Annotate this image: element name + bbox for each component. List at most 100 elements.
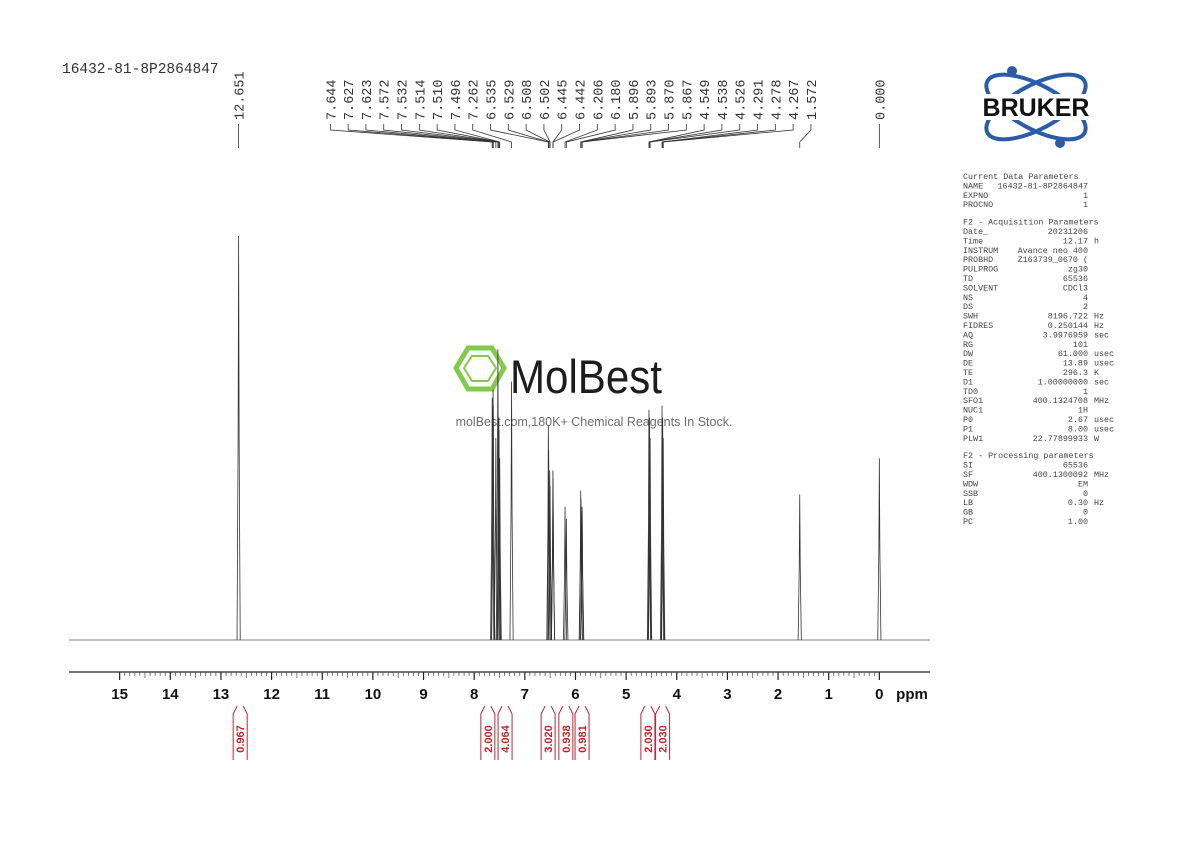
x-tick-label: 13 xyxy=(213,686,230,703)
peak-label: 4.278 xyxy=(770,79,785,120)
peak-connector xyxy=(552,124,580,148)
parameter-key: SF xyxy=(963,470,973,480)
parameter-value: CDCl3 xyxy=(1063,283,1088,293)
nmr-peak xyxy=(490,397,495,641)
peak-label: 1.572 xyxy=(806,79,821,120)
peak-label: 12.651 xyxy=(234,71,249,120)
parameter-value: 1H xyxy=(1078,406,1088,416)
parameter-value: 0 xyxy=(1083,489,1088,499)
parameter-key: DE xyxy=(963,359,973,369)
peak-connector xyxy=(661,124,758,148)
parameter-value: 8196.722 xyxy=(1048,312,1088,322)
parameter-value: 4 xyxy=(1083,293,1088,303)
watermark-brand: MolBest xyxy=(510,350,662,403)
x-tick-label: 11 xyxy=(314,686,330,703)
parameter-value: 65536 xyxy=(1063,461,1088,471)
integral-label: 0.938 xyxy=(561,725,573,753)
nmr-peak xyxy=(877,458,882,641)
parameter-value: 1 xyxy=(1083,191,1088,201)
parameter-value: Avance neo 400 xyxy=(1018,246,1088,256)
x-tick-label: 14 xyxy=(162,686,179,703)
parameter-key: RG xyxy=(963,340,973,350)
parameter-value: 0.30 xyxy=(1068,498,1088,508)
parameter-section-title: F2 - Acquisition Parameters xyxy=(963,218,1099,228)
parameter-key: GB xyxy=(963,508,973,518)
nmr-peak xyxy=(580,510,585,641)
logo-dot xyxy=(1007,66,1017,76)
peak-connector xyxy=(436,124,500,148)
watermark-tagline: molBest.com,180K+ Chemical Reagents In S… xyxy=(456,415,733,429)
peak-label: 7.623 xyxy=(361,79,376,120)
integral-bracket xyxy=(640,705,656,760)
parameter-value: 16432-81-8P2864847 xyxy=(998,181,1088,191)
nmr-peak xyxy=(509,381,514,641)
peak-label: 7.532 xyxy=(397,79,412,120)
peak-label: 7.572 xyxy=(379,79,394,120)
parameter-unit: Hz xyxy=(1094,312,1104,322)
peak-connector xyxy=(799,124,812,148)
peak-connector xyxy=(507,124,550,148)
peak-label: 6.445 xyxy=(557,79,572,120)
peak-label: 4.267 xyxy=(788,79,803,120)
peak-connector xyxy=(472,124,512,148)
parameter-key: PC xyxy=(963,517,973,527)
peak-label: 4.538 xyxy=(717,79,732,120)
parameter-value: 8.00 xyxy=(1068,424,1088,434)
peak-label: 5.867 xyxy=(681,79,696,120)
peak-label: 6.508 xyxy=(521,79,536,120)
parameter-unit: K xyxy=(1094,368,1100,378)
integral-bracket xyxy=(655,705,671,760)
peak-connector xyxy=(580,124,652,148)
parameter-key: D1 xyxy=(963,377,973,387)
parameter-value: 296.3 xyxy=(1063,368,1088,378)
x-tick-label: 6 xyxy=(571,686,579,703)
peak-label: 5.896 xyxy=(628,79,643,120)
peak-connector xyxy=(543,124,551,148)
parameter-key: PROBHD xyxy=(963,255,993,265)
parameter-key: NAME xyxy=(963,181,983,191)
x-tick-label: 3 xyxy=(723,686,731,703)
parameter-value: 1 xyxy=(1083,387,1088,397)
peak-label: 6.535 xyxy=(486,79,501,120)
parameter-key: Date_ xyxy=(963,227,989,237)
parameter-value: 0.250144 xyxy=(1048,321,1088,331)
integral-bracket xyxy=(480,705,496,760)
peak-connector xyxy=(648,124,705,148)
parameter-key: SFO1 xyxy=(963,396,983,406)
parameter-unit: h xyxy=(1094,236,1099,246)
parameter-key: DS xyxy=(963,302,973,312)
peak-connector xyxy=(581,124,687,148)
x-tick-label: 8 xyxy=(470,686,478,703)
logo-band xyxy=(958,94,1116,120)
nmr-peak xyxy=(661,437,666,641)
parameter-unit: MHz xyxy=(1094,470,1109,480)
parameter-value: 13.89 xyxy=(1063,359,1088,369)
integral-bracket xyxy=(574,705,590,760)
integral-label: 0.967 xyxy=(235,725,247,753)
parameter-value: 1 xyxy=(1083,200,1088,210)
peak-label: 5.870 xyxy=(664,79,679,120)
peak-label: 0.000 xyxy=(874,79,889,120)
parameter-value: 400.1300092 xyxy=(1033,470,1088,480)
peak-label: 7.514 xyxy=(414,79,429,120)
sample-name: 16432-81-8P2864847 xyxy=(62,62,219,78)
peak-label: 5.893 xyxy=(646,79,661,120)
peak-label: 4.549 xyxy=(699,79,714,120)
nmr-peak xyxy=(797,494,802,641)
nmr-peak xyxy=(497,458,502,641)
integral-label: 2.030 xyxy=(658,725,670,753)
peak-label: 7.644 xyxy=(325,79,340,120)
parameter-key: SI xyxy=(963,461,973,471)
nmr-peak xyxy=(491,405,496,641)
parameter-value: 2.67 xyxy=(1068,415,1088,425)
parameter-key: Time xyxy=(963,236,983,246)
nmr-peak xyxy=(660,417,665,641)
parameter-unit: usec xyxy=(1094,415,1114,425)
parameter-value: 3.9976959 xyxy=(1043,330,1088,340)
parameter-key: SSB xyxy=(963,489,978,499)
peak-connector xyxy=(401,124,499,148)
integral-label: 0.981 xyxy=(577,725,589,753)
x-tick-label: 2 xyxy=(774,686,782,703)
peak-connector xyxy=(565,124,616,148)
